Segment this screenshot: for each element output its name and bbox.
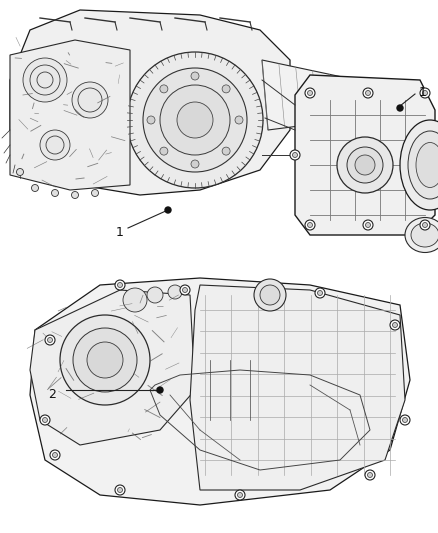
Circle shape xyxy=(157,387,163,393)
Circle shape xyxy=(23,58,67,102)
Circle shape xyxy=(52,190,59,197)
Circle shape xyxy=(254,279,286,311)
Circle shape xyxy=(365,470,375,480)
Circle shape xyxy=(72,82,108,118)
Text: 1: 1 xyxy=(419,85,427,99)
Circle shape xyxy=(46,136,64,154)
Circle shape xyxy=(307,222,312,228)
Circle shape xyxy=(423,91,427,95)
Circle shape xyxy=(168,285,182,299)
Circle shape xyxy=(30,65,60,95)
Circle shape xyxy=(78,88,102,112)
Circle shape xyxy=(367,472,372,478)
Circle shape xyxy=(305,220,315,230)
Circle shape xyxy=(143,68,247,172)
Circle shape xyxy=(237,492,243,497)
Circle shape xyxy=(403,417,407,423)
Circle shape xyxy=(363,88,373,98)
Circle shape xyxy=(420,88,430,98)
Circle shape xyxy=(183,287,187,293)
Circle shape xyxy=(123,288,147,312)
Polygon shape xyxy=(10,40,130,190)
Circle shape xyxy=(423,222,427,228)
Circle shape xyxy=(400,415,410,425)
Ellipse shape xyxy=(405,217,438,253)
Circle shape xyxy=(53,453,57,457)
Circle shape xyxy=(307,91,312,95)
Circle shape xyxy=(222,147,230,155)
Circle shape xyxy=(305,88,315,98)
Polygon shape xyxy=(10,10,290,195)
Circle shape xyxy=(355,155,375,175)
Circle shape xyxy=(235,490,245,500)
Circle shape xyxy=(365,222,371,228)
Circle shape xyxy=(318,290,322,295)
Text: 1: 1 xyxy=(116,225,124,238)
Circle shape xyxy=(87,342,123,378)
Circle shape xyxy=(60,315,150,405)
Circle shape xyxy=(235,116,243,124)
Circle shape xyxy=(222,85,230,93)
Circle shape xyxy=(45,335,55,345)
Circle shape xyxy=(40,415,50,425)
Circle shape xyxy=(50,450,60,460)
Polygon shape xyxy=(190,285,405,490)
Circle shape xyxy=(42,417,47,423)
Circle shape xyxy=(420,220,430,230)
Circle shape xyxy=(191,160,199,168)
Circle shape xyxy=(37,72,53,88)
Circle shape xyxy=(365,91,371,95)
Circle shape xyxy=(147,287,163,303)
Circle shape xyxy=(47,337,53,343)
Circle shape xyxy=(71,191,78,198)
Ellipse shape xyxy=(416,142,438,188)
Circle shape xyxy=(147,116,155,124)
Circle shape xyxy=(180,285,190,295)
Polygon shape xyxy=(30,278,410,505)
Circle shape xyxy=(17,168,24,175)
Circle shape xyxy=(32,184,39,191)
Circle shape xyxy=(392,322,398,327)
Circle shape xyxy=(92,190,99,197)
Circle shape xyxy=(73,328,137,392)
Circle shape xyxy=(117,488,123,492)
Polygon shape xyxy=(30,290,195,445)
Circle shape xyxy=(160,147,168,155)
Circle shape xyxy=(191,72,199,80)
Polygon shape xyxy=(262,60,385,130)
Ellipse shape xyxy=(408,131,438,199)
Circle shape xyxy=(160,85,230,155)
Circle shape xyxy=(337,137,393,193)
Ellipse shape xyxy=(400,120,438,210)
Circle shape xyxy=(260,285,280,305)
Circle shape xyxy=(347,147,383,183)
Circle shape xyxy=(177,102,213,138)
Circle shape xyxy=(397,105,403,111)
Circle shape xyxy=(293,152,297,157)
Circle shape xyxy=(363,220,373,230)
Circle shape xyxy=(290,150,300,160)
Circle shape xyxy=(315,288,325,298)
Circle shape xyxy=(390,320,400,330)
Circle shape xyxy=(117,282,123,287)
Circle shape xyxy=(127,52,263,188)
Circle shape xyxy=(165,207,171,213)
Circle shape xyxy=(160,85,168,93)
Circle shape xyxy=(40,130,70,160)
Text: 2: 2 xyxy=(48,387,56,400)
Polygon shape xyxy=(295,75,435,235)
Ellipse shape xyxy=(411,223,438,247)
Circle shape xyxy=(115,485,125,495)
Circle shape xyxy=(115,280,125,290)
